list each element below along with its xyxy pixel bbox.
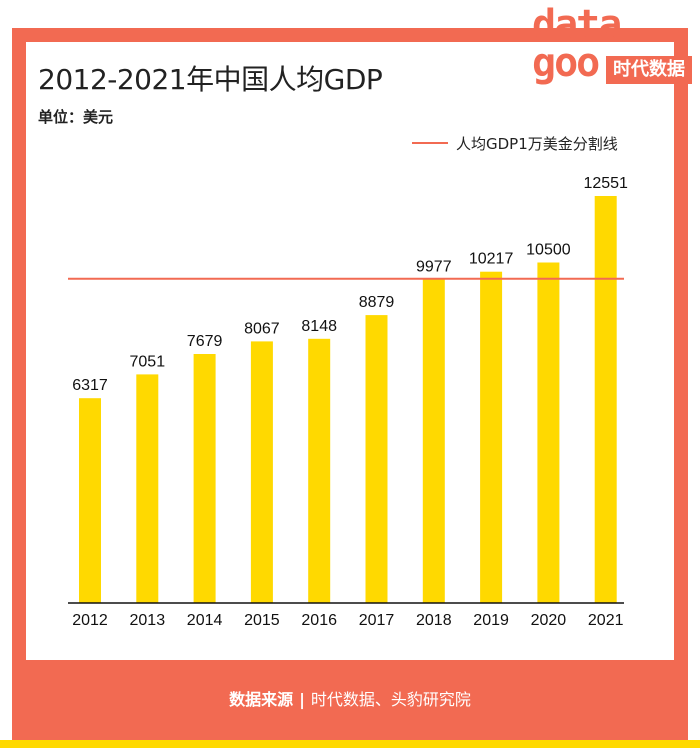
- unit-label: 单位：美元: [38, 108, 114, 126]
- bar-2020: [537, 262, 560, 603]
- value-label-2019: 10217: [469, 251, 514, 268]
- x-tick-label-2017: 2017: [359, 612, 395, 629]
- frame-border-left: [12, 28, 26, 748]
- x-tick-label-2020: 2020: [531, 612, 567, 629]
- value-label-2013: 7051: [130, 353, 166, 370]
- x-tick-label-2012: 2012: [72, 612, 108, 629]
- value-label-2014: 7679: [187, 333, 223, 350]
- frame-border-top: [12, 28, 688, 42]
- value-label-2018: 9977: [416, 259, 452, 276]
- bar-2012: [79, 398, 101, 603]
- bar-2014: [193, 354, 216, 603]
- source-separator: |: [299, 690, 305, 709]
- bar-2013: [136, 374, 159, 603]
- x-tick-label-2019: 2019: [473, 612, 509, 629]
- bar-2018: [422, 279, 445, 603]
- x-tick-label-2018: 2018: [416, 612, 452, 629]
- bar-2019: [480, 271, 503, 603]
- source-label: 数据来源: [229, 690, 294, 709]
- logo-brand-background: [606, 56, 692, 84]
- bar-2021: [594, 196, 617, 603]
- value-label-2017: 8879: [359, 294, 395, 311]
- legend: 人均GDP1万美金分割线: [412, 133, 618, 153]
- value-label-2021: 12551: [583, 175, 628, 192]
- chart-title: 2012-2021年中国人均GDP: [38, 63, 383, 96]
- value-label-2016: 8148: [301, 318, 337, 335]
- logo-brand-text: 时代数据: [613, 59, 685, 80]
- footer-stripe: [0, 740, 700, 748]
- source-value: 时代数据、头豹研究院: [310, 690, 471, 709]
- legend-line-swatch: [412, 142, 448, 144]
- x-tick-label-2013: 2013: [130, 612, 166, 629]
- bar-2016: [308, 338, 331, 603]
- logo-word-top: data: [532, 2, 622, 48]
- value-label-2012: 6317: [72, 377, 108, 394]
- x-tick-label-2015: 2015: [244, 612, 280, 629]
- x-tick-label-2014: 2014: [187, 612, 223, 629]
- x-tick-label-2016: 2016: [301, 612, 337, 629]
- bar-2015: [250, 341, 273, 603]
- footer-band: [12, 660, 688, 740]
- bar-2017: [365, 315, 388, 603]
- source-note: 数据来源 | 时代数据、头豹研究院: [0, 686, 700, 710]
- chart-panel: [26, 42, 674, 660]
- logo-word-bottom: goo: [532, 40, 600, 86]
- frame-border-right: [674, 28, 688, 748]
- legend-label: 人均GDP1万美金分割线: [456, 134, 618, 153]
- value-label-2015: 8067: [244, 320, 280, 337]
- x-tick-label-2021: 2021: [588, 612, 624, 629]
- value-label-2020: 10500: [526, 242, 571, 259]
